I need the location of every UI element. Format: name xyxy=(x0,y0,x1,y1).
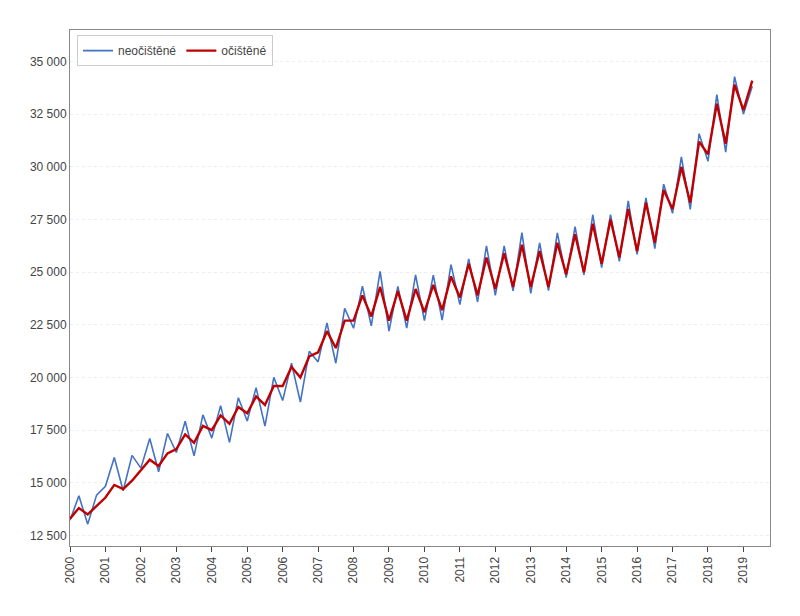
svg-text:32 500: 32 500 xyxy=(30,107,67,121)
svg-text:2013: 2013 xyxy=(524,556,538,583)
svg-text:22 500: 22 500 xyxy=(30,318,67,332)
svg-text:očištěné: očištěné xyxy=(221,44,266,58)
svg-text:2004: 2004 xyxy=(205,556,219,583)
svg-text:2006: 2006 xyxy=(276,556,290,583)
svg-text:25 000: 25 000 xyxy=(30,265,67,279)
svg-text:2009: 2009 xyxy=(382,556,396,583)
svg-text:17 500: 17 500 xyxy=(30,423,67,437)
svg-text:2007: 2007 xyxy=(311,556,325,583)
svg-text:2017: 2017 xyxy=(665,556,679,583)
svg-text:35 000: 35 000 xyxy=(30,55,67,69)
svg-text:30 000: 30 000 xyxy=(30,160,67,174)
svg-text:2016: 2016 xyxy=(630,556,644,583)
svg-text:2010: 2010 xyxy=(417,556,431,583)
svg-text:2019: 2019 xyxy=(736,556,750,583)
svg-text:2001: 2001 xyxy=(98,556,112,583)
svg-text:2018: 2018 xyxy=(701,556,715,583)
svg-text:12 500: 12 500 xyxy=(30,529,67,543)
svg-text:20 000: 20 000 xyxy=(30,371,67,385)
svg-text:2005: 2005 xyxy=(240,556,254,583)
svg-text:2003: 2003 xyxy=(169,556,183,583)
svg-text:2008: 2008 xyxy=(346,556,360,583)
svg-text:2015: 2015 xyxy=(595,556,609,583)
svg-text:2012: 2012 xyxy=(488,556,502,583)
svg-text:neočištěné: neočištěné xyxy=(118,44,176,58)
svg-text:27 500: 27 500 xyxy=(30,213,67,227)
svg-text:2014: 2014 xyxy=(559,556,573,583)
svg-text:2002: 2002 xyxy=(134,556,148,583)
svg-text:15 000: 15 000 xyxy=(30,476,67,490)
svg-text:2011: 2011 xyxy=(453,556,467,582)
svg-text:2000: 2000 xyxy=(63,556,77,583)
